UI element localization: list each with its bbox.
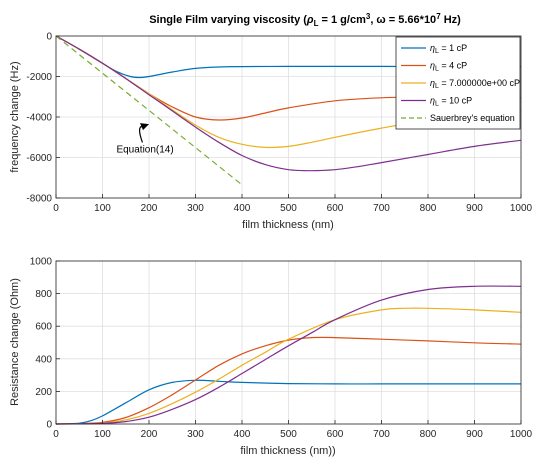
annotation-arrowhead: [140, 123, 149, 131]
frequency-x-tick-label: 100: [94, 203, 111, 214]
frequency-x-tick-label: 1000: [510, 203, 533, 214]
frequency-y-ticks: 0 -2000 -4000 -6000 -8000: [26, 32, 60, 205]
frequency-plot: 0 100 200 300 400 500 600 700 800 900 1000 0 -2000 -…: [9, 32, 533, 232]
equation-annotation: Equation(14): [116, 123, 174, 155]
frequency-series-line-4: [55, 35, 522, 172]
resistance-y-tick-label: 800: [35, 289, 52, 300]
resistance-y-label: Resistance change (Ohm): [9, 278, 21, 406]
frequency-x-tick-label: 500: [280, 203, 297, 214]
frequency-x-tick-label: 800: [420, 203, 437, 214]
frequency-x-tick-label: 400: [234, 203, 251, 214]
frequency-y-tick-label: -6000: [26, 153, 52, 164]
legend-label-2: ηL = 4 cP: [430, 61, 467, 73]
resistance-x-tick-label: 800: [420, 429, 437, 440]
legend-label-5: Sauerbrey's equation: [430, 113, 515, 123]
frequency-x-tick-label: 600: [327, 203, 344, 214]
resistance-series-line-4: [55, 285, 522, 425]
resistance-y-tick-label: 600: [35, 322, 52, 333]
frequency-y-tick-label: -2000: [26, 72, 52, 83]
legend-label-1: ηL = 1 cP: [430, 43, 467, 55]
resistance-series-line-2: [55, 336, 522, 425]
resistance-y-tick-label: 400: [35, 354, 52, 365]
frequency-x-tick-label: 0: [53, 203, 59, 214]
legend-label-4: ηL = 10 cP: [430, 96, 472, 108]
frequency-x-label: film thickness (nm): [242, 219, 334, 231]
frequency-x-tick-label: 900: [466, 203, 483, 214]
annotation-label: Equation(14): [116, 144, 173, 155]
legend-label-3: ηL = 7.000000e+00 cP: [430, 78, 520, 90]
chart-title: Single Film varying viscosity (ρL = 1 g/…: [149, 12, 461, 28]
resistance-y-ticks: 0 200 400 600 800 1000: [30, 257, 60, 431]
resistance-x-label: film thickness (nm)): [240, 445, 335, 457]
frequency-x-tick-label: 700: [373, 203, 390, 214]
frequency-x-ticks: 0 100 200 300 400 500 600 700 800 900 1000: [53, 194, 533, 214]
resistance-x-tick-label: 700: [373, 429, 390, 440]
resistance-x-tick-label: 1000: [510, 429, 533, 440]
resistance-plot: 0 100 200 300 400 500 600 700 800 900 1000 0 200 400…: [9, 257, 533, 458]
resistance-y-tick-label: 1000: [30, 257, 53, 268]
frequency-y-tick-label: -8000: [26, 194, 52, 205]
frequency-y-label: frequency change (Hz): [9, 61, 21, 172]
resistance-grid: [55, 260, 522, 425]
resistance-x-tick-label: 0: [53, 429, 59, 440]
resistance-x-tick-label: 300: [187, 429, 204, 440]
resistance-x-tick-label: 600: [327, 429, 344, 440]
legend-items: ηL = 1 cP ηL = 4 cP ηL = 7.000000e+00 cP ηL…: [401, 43, 520, 123]
frequency-y-tick-label: 0: [46, 32, 52, 43]
resistance-x-tick-label: 100: [94, 429, 111, 440]
frequency-y-tick-label: -4000: [26, 113, 52, 124]
resistance-series-group: [55, 285, 522, 425]
resistance-x-ticks: 0 100 200 300 400 500 600 700 800 900 1000: [53, 420, 533, 440]
resistance-series-line-3: [55, 307, 522, 425]
resistance-y-tick-label: 200: [35, 387, 52, 398]
legend: ηL = 1 cP ηL = 4 cP ηL = 7.000000e+00 cP ηL…: [395, 36, 521, 130]
resistance-x-tick-label: 200: [141, 429, 158, 440]
resistance-x-tick-label: 500: [280, 429, 297, 440]
resistance-x-tick-label: 900: [466, 429, 483, 440]
resistance-y-tick-label: 0: [46, 420, 52, 431]
frequency-x-tick-label: 300: [187, 203, 204, 214]
resistance-series-line-1: [55, 379, 521, 425]
frequency-x-tick-label: 200: [141, 203, 158, 214]
resistance-x-tick-label: 400: [234, 429, 251, 440]
